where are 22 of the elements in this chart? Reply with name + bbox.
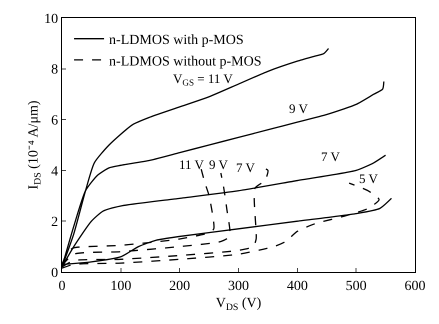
annotation: 11 V <box>179 157 205 172</box>
y-tick-label: 4 <box>51 164 58 180</box>
x-tick-label: 100 <box>110 278 132 294</box>
y-tick-label: 10 <box>44 12 58 27</box>
y-tick-label: 8 <box>51 62 58 78</box>
x-tick-label: 400 <box>286 278 308 294</box>
annotation: 5 V <box>359 171 379 186</box>
annotation: 7 V <box>321 149 341 164</box>
annotation: 7 V <box>236 160 256 175</box>
x-tick-label: 500 <box>346 278 367 294</box>
x-axis-title: V$_{DS}$ (V) <box>216 296 262 314</box>
y-tick-label: 2 <box>51 215 58 230</box>
y-tick-label: 6 <box>51 114 58 128</box>
x-tick-label: 600 <box>404 278 426 294</box>
y-tick-label: 0 <box>51 266 58 281</box>
legend-label: n-LDMOS with p-MOS <box>109 33 244 48</box>
x-tick-label: 300 <box>228 278 249 294</box>
annotation: 9 V <box>289 101 309 116</box>
legend-label: n-LDMOS without p-MOS <box>109 54 262 70</box>
annotation: V$_{GS}$ = 11 V <box>173 71 234 88</box>
annotation: 9 V <box>209 157 229 172</box>
x-tick-label: 200 <box>169 278 190 294</box>
